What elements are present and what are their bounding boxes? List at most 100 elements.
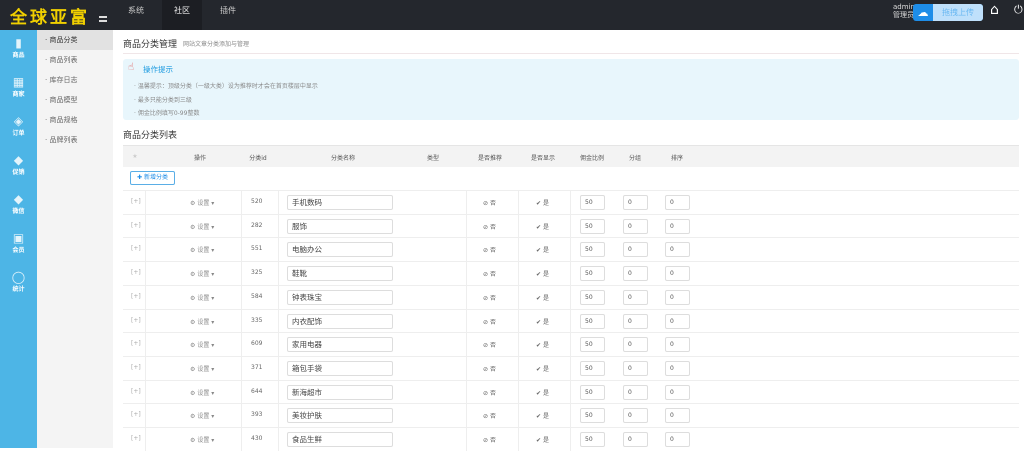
category-name-input[interactable]: 家用电器 [287, 337, 393, 353]
show-toggle[interactable]: ✔ 是 [536, 200, 549, 207]
group-input[interactable] [623, 242, 648, 258]
recommend-toggle[interactable]: ⊘ 否 [483, 342, 496, 350]
commission-input[interactable] [580, 313, 605, 329]
show-toggle[interactable]: ✔ 是 [536, 294, 549, 302]
sort-input[interactable] [665, 195, 690, 210]
group-input[interactable] [623, 384, 648, 400]
group-input[interactable] [623, 218, 648, 234]
sort-input[interactable] [665, 266, 690, 282]
submenu-item[interactable]: · 库存日志 [45, 76, 78, 84]
expand-toggle[interactable]: [+] [131, 435, 141, 442]
sort-input[interactable] [665, 289, 690, 305]
commission-input[interactable] [580, 218, 605, 234]
nav-community[interactable]: 社区 [162, 0, 202, 30]
group-input[interactable] [623, 195, 648, 210]
commission-input[interactable] [580, 384, 605, 400]
sidebar-item-5[interactable]: ▣ 会员 [0, 225, 37, 264]
commission-input[interactable] [580, 360, 605, 376]
recommend-toggle[interactable]: ⊘ 否 [483, 389, 496, 397]
menu-toggle-icon[interactable] [99, 16, 107, 22]
category-name-input[interactable]: 内衣配饰 [287, 313, 393, 329]
sidebar-item-0[interactable]: ▮ 商品 [0, 30, 37, 69]
settings-dropdown[interactable]: ⚙ 设置 ▾ [190, 318, 215, 326]
nav-plugins[interactable]: 插件 [220, 6, 236, 15]
expand-toggle[interactable]: [+] [131, 198, 141, 205]
recommend-toggle[interactable]: ⊘ 否 [483, 318, 496, 326]
commission-input[interactable] [580, 408, 605, 424]
submenu-item[interactable]: · 商品模型 [45, 96, 78, 104]
user-info[interactable]: admin 管理员 [893, 3, 915, 19]
category-name-input[interactable]: 钟表珠宝 [287, 289, 393, 305]
settings-dropdown[interactable]: ⚙ 设置 ▾ [190, 413, 215, 421]
commission-input[interactable] [580, 289, 605, 305]
show-toggle[interactable]: ✔ 是 [536, 223, 549, 231]
sort-input[interactable] [665, 384, 690, 400]
sort-input[interactable] [665, 432, 690, 447]
group-input[interactable] [623, 289, 648, 305]
settings-dropdown[interactable]: ⚙ 设置 ▾ [190, 437, 215, 444]
recommend-toggle[interactable]: ⊘ 否 [483, 365, 496, 373]
submenu-item[interactable]: · 商品分类 [37, 30, 113, 50]
show-toggle[interactable]: ✔ 是 [536, 342, 549, 350]
expand-toggle[interactable]: [+] [131, 316, 141, 324]
expand-toggle[interactable]: [+] [131, 292, 141, 300]
sort-input[interactable] [665, 313, 690, 329]
show-toggle[interactable]: ✔ 是 [536, 413, 549, 421]
expand-toggle[interactable]: [+] [131, 363, 141, 371]
nav-system[interactable]: 系统 [128, 6, 144, 15]
recommend-toggle[interactable]: ⊘ 否 [483, 413, 496, 421]
show-toggle[interactable]: ✔ 是 [536, 318, 549, 326]
group-input[interactable] [623, 432, 648, 447]
category-name-input[interactable]: 新海超市 [287, 384, 393, 400]
show-toggle[interactable]: ✔ 是 [536, 389, 549, 397]
show-toggle[interactable]: ✔ 是 [536, 271, 549, 279]
submenu-item[interactable]: · 商品列表 [45, 56, 78, 64]
expand-toggle[interactable]: [+] [131, 411, 141, 419]
category-name-input[interactable]: 服饰 [287, 218, 393, 234]
expand-toggle[interactable]: [+] [131, 340, 141, 348]
recommend-toggle[interactable]: ⊘ 否 [483, 437, 496, 444]
submenu-item[interactable]: · 品牌列表 [45, 136, 78, 144]
show-toggle[interactable]: ✔ 是 [536, 247, 549, 255]
commission-input[interactable] [580, 337, 605, 353]
commission-input[interactable] [580, 195, 605, 210]
group-input[interactable] [623, 266, 648, 282]
recommend-toggle[interactable]: ⊘ 否 [483, 223, 496, 231]
show-toggle[interactable]: ✔ 是 [536, 437, 549, 444]
category-name-input[interactable]: 手机数码 [287, 195, 393, 210]
expand-toggle[interactable]: [+] [131, 269, 141, 277]
settings-dropdown[interactable]: ⚙ 设置 ▾ [190, 365, 215, 373]
settings-dropdown[interactable]: ⚙ 设置 ▾ [190, 294, 215, 302]
expand-toggle[interactable]: [+] [131, 245, 141, 253]
sort-input[interactable] [665, 337, 690, 353]
group-input[interactable] [623, 360, 648, 376]
sort-input[interactable] [665, 360, 690, 376]
sidebar-item-4[interactable]: ◆ 微信 [0, 186, 37, 225]
group-input[interactable] [623, 408, 648, 424]
sort-input[interactable] [665, 242, 690, 258]
expand-toggle[interactable]: [+] [131, 221, 141, 229]
recommend-toggle[interactable]: ⊘ 否 [483, 200, 496, 207]
group-input[interactable] [623, 337, 648, 353]
category-name-input[interactable]: 食品生鲜 [287, 432, 393, 447]
commission-input[interactable] [580, 242, 605, 258]
expand-toggle[interactable]: [+] [131, 387, 141, 395]
home-icon[interactable]: ⌂ [990, 2, 999, 18]
power-icon[interactable]: ⏻ [1014, 3, 1023, 16]
recommend-toggle[interactable]: ⊘ 否 [483, 247, 496, 255]
sidebar-item-6[interactable]: ◯ 统计 [0, 264, 37, 303]
category-name-input[interactable]: 鞋靴 [287, 266, 393, 282]
submenu-item[interactable]: · 商品规格 [45, 116, 78, 124]
category-name-input[interactable]: 美妆护肤 [287, 408, 393, 424]
settings-dropdown[interactable]: ⚙ 设置 ▾ [190, 342, 215, 350]
recommend-toggle[interactable]: ⊘ 否 [483, 271, 496, 279]
settings-dropdown[interactable]: ⚙ 设置 ▾ [190, 389, 215, 397]
sidebar-item-1[interactable]: ▦ 商家 [0, 69, 37, 108]
settings-dropdown[interactable]: ⚙ 设置 ▾ [190, 200, 215, 207]
category-name-input[interactable]: 箱包手袋 [287, 360, 393, 376]
sidebar-item-2[interactable]: ◈ 订单 [0, 108, 37, 147]
sort-input[interactable] [665, 218, 690, 234]
settings-dropdown[interactable]: ⚙ 设置 ▾ [190, 247, 215, 255]
recommend-toggle[interactable]: ⊘ 否 [483, 294, 496, 302]
add-category-button[interactable]: ✚ 新增分类 [130, 171, 175, 185]
